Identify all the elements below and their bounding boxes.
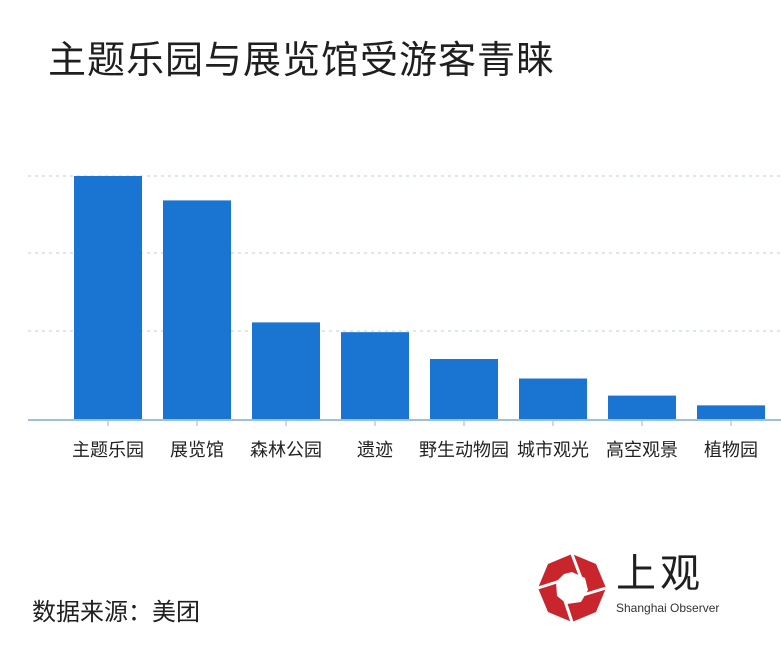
data-source-note: 数据来源：美团 — [32, 598, 200, 626]
bar-4 — [341, 332, 409, 420]
x-tick-label-1: 主题乐园 — [72, 440, 144, 461]
bar-5 — [430, 359, 498, 420]
logo-subtitle: Shanghai Observer — [616, 601, 720, 615]
x-tick-label-3: 森林公园 — [250, 440, 322, 461]
bar-2 — [163, 200, 231, 420]
x-tick-label-4: 遗迹 — [357, 440, 393, 461]
bar-1 — [74, 176, 142, 420]
x-tick-label-7: 高空观景 — [606, 440, 678, 461]
bar-3 — [252, 322, 320, 420]
chart-title: 主题乐园与展览馆受游客青睐 — [48, 38, 556, 82]
x-tick-label-5: 野生动物园 — [419, 440, 509, 461]
shanghai-observer-logo: 上观 Shanghai Observer — [536, 548, 736, 628]
bar-7 — [608, 395, 676, 420]
x-tick-label-2: 展览馆 — [170, 440, 224, 461]
logo-wordmark: 上观 — [616, 551, 704, 597]
bar-chart: 主题乐园 展览馆 森林公园 遗迹 野生动物园 城市观光 高空观景 植物园 — [28, 175, 781, 461]
aperture-logo-icon — [537, 553, 607, 623]
bar-8 — [697, 405, 765, 420]
bar-6 — [519, 378, 587, 420]
x-tick-label-8: 植物园 — [704, 440, 758, 461]
x-tick-label-6: 城市观光 — [517, 440, 589, 461]
